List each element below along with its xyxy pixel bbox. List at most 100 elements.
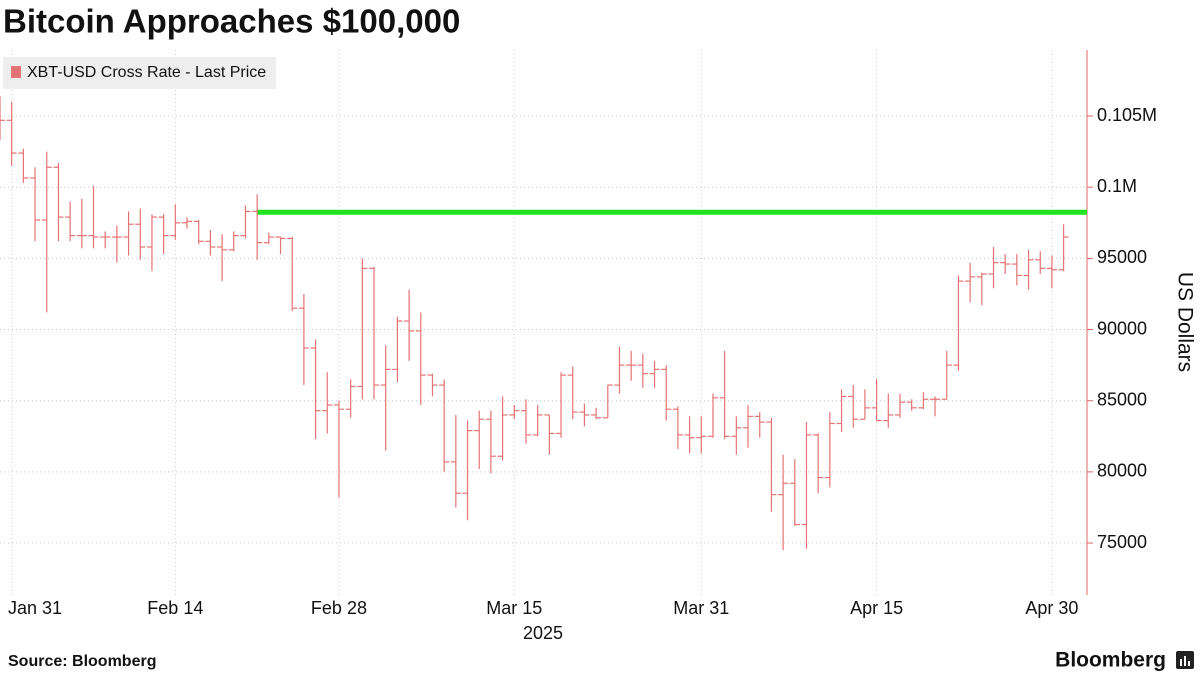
ohlc-bar [988, 246, 999, 289]
y-axis-label: US Dollars [1173, 272, 1196, 372]
ohlc-bar [1023, 249, 1034, 290]
ohlc-bar [1011, 254, 1022, 286]
ohlc-bar [450, 414, 461, 508]
ohlc-bar [310, 339, 321, 440]
y-tick-label: 80000 [1097, 461, 1147, 481]
ohlc-bar [1058, 224, 1069, 272]
ohlc-bar [240, 205, 251, 239]
ohlc-bar [485, 410, 496, 474]
ohlc-bar [813, 433, 824, 494]
legend-box [3, 57, 277, 89]
ohlc-bar [801, 422, 812, 549]
ohlc-bar [0, 96, 5, 141]
ohlc-bar [976, 272, 987, 306]
ohlc-bar [556, 372, 567, 438]
ohlc-bar [953, 275, 964, 371]
ohlc-bar [497, 396, 508, 461]
ohlc-bar [965, 262, 976, 303]
ohlc-bar [333, 400, 344, 498]
ohlc-bar [684, 416, 695, 454]
ohlc-bar [836, 389, 847, 433]
ohlc-bar [906, 399, 917, 411]
y-tick-label: 0.1M [1097, 176, 1137, 196]
plot-area: 75000 80000 85000 90000 95000 0.1M 0.105M Jan 3… [0, 50, 1157, 618]
ohlc-bar [53, 163, 64, 242]
ohlc-bar [182, 217, 193, 229]
ohlc-bar [228, 231, 239, 252]
ohlc-bar [275, 236, 286, 255]
ohlc-bar [1046, 255, 1057, 289]
ohlc-bar [158, 214, 169, 255]
ohlc-bar [41, 151, 52, 313]
ohlc-bar [591, 407, 602, 420]
ohlc-bar [123, 211, 134, 256]
ohlc-bar [427, 373, 438, 397]
ohlc-bar [146, 214, 157, 272]
ohlc-bar [743, 404, 754, 448]
y-tick-label: 0.105M [1097, 105, 1157, 125]
ohlc-bar [193, 219, 204, 245]
y-tick-label: 90000 [1097, 318, 1147, 338]
ohlc-bar [65, 201, 76, 242]
ohlc-bar [754, 412, 765, 438]
ohlc-bar [1035, 251, 1046, 275]
ohlc-bar [520, 399, 531, 444]
ohlc-bar [532, 404, 543, 437]
x-tick-label: Mar 31 [673, 598, 729, 618]
ohlc-bar [614, 346, 625, 394]
legend-swatch [11, 66, 21, 78]
ohlc-bar [894, 393, 905, 418]
x-tick-label: Apr 15 [850, 598, 903, 618]
y-tick-label: 85000 [1097, 389, 1147, 409]
ohlc-bar [205, 229, 216, 256]
ohlc-bar [766, 417, 777, 512]
ohlc-bar [252, 194, 263, 260]
ohlc-bar [661, 365, 672, 421]
ohlc-bar [778, 454, 789, 551]
ohlc-bar [731, 416, 742, 455]
ohlc-bar [135, 208, 146, 260]
x-axis-label: 2025 [523, 623, 563, 643]
y-tick-label: 75000 [1097, 532, 1147, 552]
x-tick-label: Feb 28 [311, 598, 367, 618]
ohlc-bar [567, 366, 578, 420]
ohlc-bar [287, 237, 298, 312]
ohlc-bar [649, 360, 660, 388]
ohlc-bar [789, 459, 800, 526]
ohlc-bar [1000, 254, 1011, 275]
ohlc-bar [111, 225, 122, 263]
ohlc-bar [602, 384, 613, 419]
brand: Bloomberg [1055, 649, 1166, 672]
x-tick-label: Feb 14 [147, 598, 203, 618]
ohlc-bar [626, 350, 637, 381]
ohlc-bar [918, 392, 929, 410]
ohlc-bar [6, 101, 17, 166]
ohlc-bar [322, 372, 333, 434]
ohlc-bar [871, 379, 882, 422]
ohlc-bar [100, 231, 111, 249]
ohlc-bar [369, 266, 380, 400]
ohlc-bar [345, 379, 356, 418]
ohlc-bar [509, 404, 520, 420]
x-tick-label: Mar 15 [486, 598, 542, 618]
y-tick-label: 95000 [1097, 247, 1147, 267]
ohlc-bar [474, 410, 485, 470]
ohlc-bar [462, 420, 473, 521]
ohlc-bar [930, 396, 941, 417]
ohlc-bar [392, 316, 403, 383]
ohlc-bar [415, 312, 426, 405]
brand-icon [1176, 651, 1194, 669]
ohlc-bar [941, 350, 952, 400]
ohlc-bar [859, 389, 870, 420]
ohlc-bar [439, 379, 450, 472]
ohlc-bar [637, 353, 648, 388]
chart-title: Bitcoin Approaches $100,000 [3, 3, 460, 40]
ohlc-bar [848, 385, 859, 428]
ohlc-bar [88, 185, 99, 249]
legend: XBT-USD Cross Rate - Last Price [3, 57, 277, 89]
legend-label: XBT-USD Cross Rate - Last Price [27, 64, 266, 81]
ohlc-bar [18, 148, 29, 183]
ohlc-bar [30, 167, 41, 242]
ohlc-bar [719, 350, 730, 440]
